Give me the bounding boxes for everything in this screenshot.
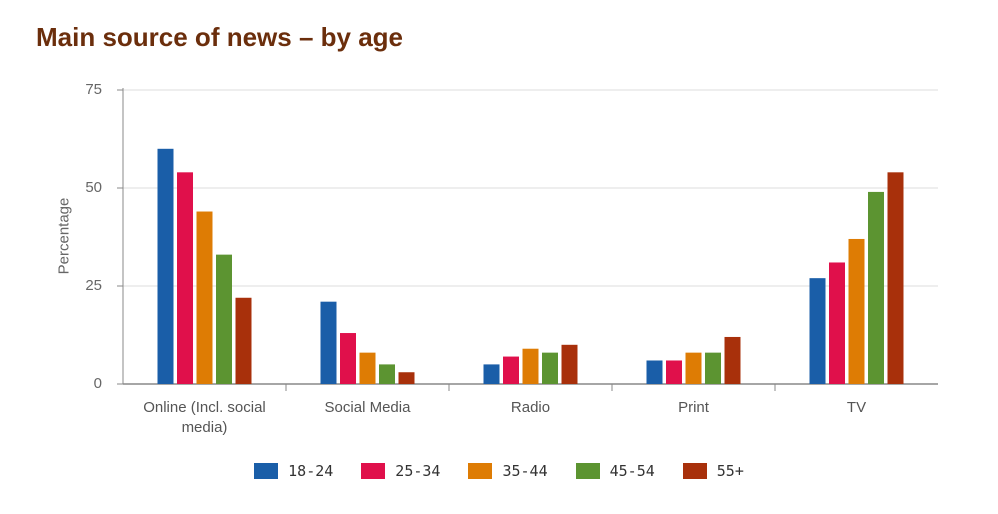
legend-label: 55+ [716,462,744,480]
x-tick-label: Radio [510,399,551,416]
bar[interactable] [646,360,663,384]
bar[interactable] [809,278,826,384]
bar[interactable] [848,238,865,384]
legend: 18-24 25-34 35-44 45-54 55+ [0,462,998,480]
legend-label: 45-54 [609,462,655,480]
bar[interactable] [320,301,337,384]
legend-swatch [254,463,279,479]
bar[interactable] [157,148,174,384]
bar[interactable] [542,352,558,384]
legend-label: 25-34 [395,462,441,480]
x-tick-label: Social Media [324,399,411,416]
y-tick-label: 75 [85,81,102,98]
bar[interactable] [359,352,376,384]
bar[interactable] [235,297,252,384]
bar[interactable] [503,356,519,384]
bar[interactable] [666,360,682,384]
bar[interactable] [483,364,500,384]
legend-label: 35-44 [502,462,548,480]
x-tick-label: Print [678,399,709,416]
bar[interactable] [868,191,884,384]
bar[interactable] [685,352,702,384]
chart-title: Main source of news – by age [36,22,403,52]
bar[interactable] [379,364,395,384]
legend-item[interactable]: 25-34 [361,462,440,480]
bar[interactable] [887,172,904,384]
y-tick-label: 50 [85,179,102,196]
bar[interactable] [177,172,193,384]
legend-item[interactable]: 55+ [682,462,744,480]
legend-swatch [361,463,386,479]
bar[interactable] [561,344,578,384]
x-tick-label: TV [846,399,867,416]
bar[interactable] [340,333,356,384]
bar[interactable] [705,352,721,384]
bar[interactable] [398,372,415,384]
legend-swatch [682,463,707,479]
y-tick-label: 0 [93,375,102,392]
bar[interactable] [829,262,845,384]
legend-label: 18-24 [288,462,334,480]
bar[interactable] [522,348,539,384]
bar[interactable] [216,254,232,384]
x-tick-label: Online (Incl. social media) [143,399,266,436]
legend-swatch [575,463,600,479]
legend-item[interactable]: 35-44 [468,462,548,480]
y-tick-label: 25 [85,277,102,294]
legend-swatch [468,463,493,479]
legend-item[interactable]: 45-54 [575,462,655,480]
bar[interactable] [724,336,741,384]
legend-item[interactable]: 18-24 [254,462,333,480]
bar[interactable] [196,211,213,384]
